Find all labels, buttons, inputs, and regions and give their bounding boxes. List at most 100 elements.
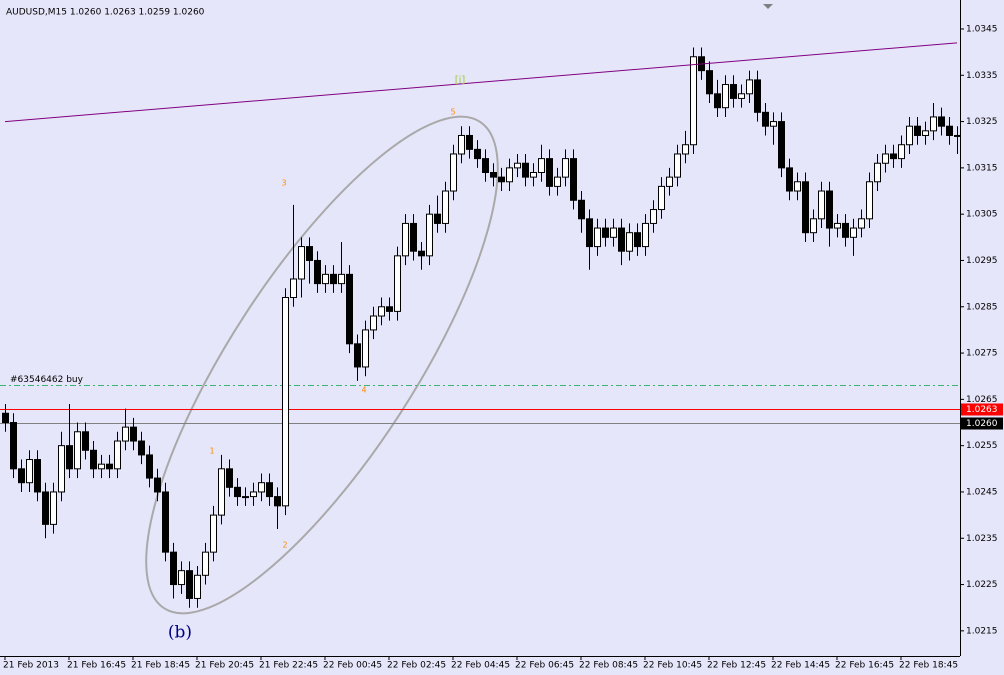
y-tick-label: 1.0325	[966, 117, 998, 127]
y-tick-label: 1.0275	[966, 349, 998, 359]
candle-body	[810, 218, 817, 234]
candle-body	[562, 158, 569, 178]
candle-body	[26, 459, 33, 484]
candle-body	[458, 134, 465, 155]
x-tick-label: 22 Feb 12:45	[707, 661, 766, 671]
candle-body	[946, 125, 953, 136]
candle-body	[338, 273, 345, 285]
y-tick-label: 1.0285	[966, 302, 998, 312]
wave-label: (b)	[168, 623, 192, 643]
order-label: #63546462 buy	[10, 375, 84, 385]
candle-body	[250, 491, 257, 498]
candle-body	[434, 213, 441, 224]
price-tag	[961, 417, 1003, 430]
candle-body	[266, 482, 273, 498]
wave-label: 2	[282, 541, 287, 550]
candle-body	[386, 306, 393, 312]
candle-body	[522, 162, 529, 178]
candle-body	[906, 125, 913, 146]
candle-body	[922, 130, 929, 136]
candle-body	[842, 222, 849, 238]
candle-body	[450, 153, 457, 192]
candle-body	[226, 468, 233, 488]
candle-body	[50, 491, 57, 525]
x-tick-label: 22 Feb 18:45	[899, 661, 958, 671]
candle-body	[186, 570, 193, 599]
candle-body	[10, 422, 17, 470]
candle-body	[410, 222, 417, 252]
candle-body	[530, 172, 537, 178]
candle-body	[538, 158, 545, 174]
y-tick-label: 1.0215	[966, 626, 998, 636]
y-tick-label: 1.0315	[966, 163, 998, 173]
shift-marker	[763, 4, 773, 9]
candle-body	[98, 463, 105, 470]
candle-body	[178, 570, 185, 586]
wave-label: 3	[281, 179, 286, 188]
candle-body	[874, 162, 881, 183]
x-tick-label: 21 Feb 2013	[3, 661, 59, 671]
candle-body	[322, 273, 329, 285]
candle-body	[674, 153, 681, 178]
candle-body	[114, 440, 121, 470]
candle-body	[594, 227, 601, 248]
wave-label: 5	[450, 108, 455, 117]
chart-title: AUDUSD,M15 1.0260 1.0263 1.0259 1.0260	[6, 8, 205, 18]
y-tick-label: 1.0235	[966, 534, 998, 544]
candle-body	[18, 468, 25, 484]
wave-label: 1	[209, 447, 214, 456]
candle-body	[298, 246, 305, 280]
candle-body	[754, 79, 761, 113]
x-tick-label: 21 Feb 22:45	[259, 661, 318, 671]
wave-label: [i]	[455, 75, 466, 86]
candle-body	[826, 190, 833, 229]
trend-line	[4, 42, 958, 123]
candle-body	[194, 574, 201, 599]
y-tick-label: 1.0245	[966, 487, 998, 497]
candle-body	[866, 181, 873, 220]
candle-body	[914, 125, 921, 136]
candle-body	[682, 144, 689, 155]
candle-body	[42, 491, 49, 525]
candle-body	[170, 551, 177, 586]
x-tick-label: 22 Feb 04:45	[451, 661, 510, 671]
candle-body	[722, 84, 729, 109]
candle-body	[162, 491, 169, 553]
candle-body	[354, 343, 361, 368]
candle-body	[202, 551, 209, 576]
candle-body	[898, 144, 905, 160]
candle-body	[626, 232, 633, 252]
candle-body	[370, 315, 377, 331]
candle-body	[378, 306, 385, 317]
candle-body	[394, 255, 401, 312]
candle-body	[82, 431, 89, 451]
candle-body	[306, 246, 313, 261]
x-tick-label: 22 Feb 08:45	[579, 661, 638, 671]
x-tick-label: 21 Feb 20:45	[195, 661, 254, 671]
candle-body	[514, 162, 521, 169]
candle-body	[554, 176, 561, 187]
candle-body	[578, 199, 585, 220]
candle-body	[290, 278, 297, 299]
candle-body	[74, 431, 81, 470]
candle-body	[442, 190, 449, 224]
y-tick-label: 1.0265	[966, 395, 998, 405]
candle-body	[650, 209, 657, 224]
candle-body	[610, 227, 617, 238]
candle-body	[426, 213, 433, 257]
candle-body	[498, 176, 505, 183]
candle-body	[770, 121, 777, 127]
y-tick-label: 1.0345	[966, 24, 998, 34]
candle-body	[730, 84, 737, 99]
candle-body	[138, 440, 145, 456]
candle-body	[346, 273, 353, 345]
candle-body	[738, 93, 745, 99]
y-tick-label: 1.0305	[966, 210, 998, 220]
candle-body	[402, 222, 409, 257]
candle-body	[474, 148, 481, 160]
candle-body	[930, 116, 937, 132]
candle-body	[890, 153, 897, 160]
candle-body	[690, 56, 697, 146]
candle-body	[746, 79, 753, 95]
